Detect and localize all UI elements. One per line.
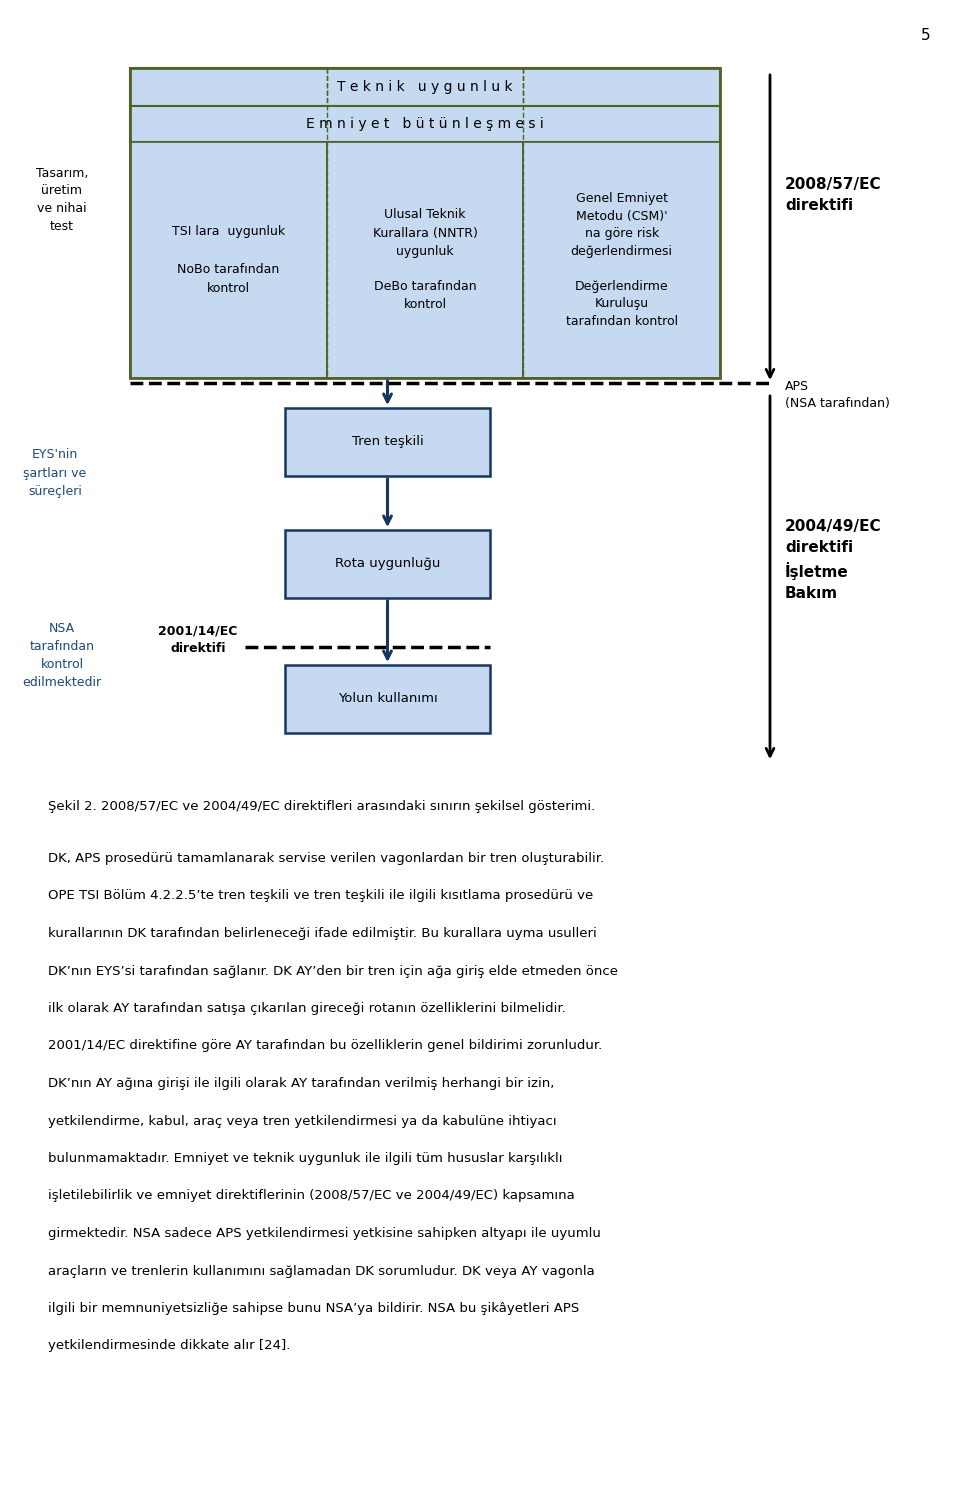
Text: TSI lara  uygunluk

NoBo tarafından
kontrol: TSI lara uygunluk NoBo tarafından kontro…: [172, 225, 285, 295]
Text: işletilebilirlik ve emniyet direktiflerinin (2008/57/EC ve 2004/49/EC) kapsamına: işletilebilirlik ve emniyet direktifleri…: [48, 1190, 575, 1203]
Text: Genel Emniyet
Metodu (CSM)'
na göre risk
değerlendirmesi

Değerlendirme
Kuruluşu: Genel Emniyet Metodu (CSM)' na göre risk…: [565, 192, 678, 328]
Text: 2001/14/EC
direktifi: 2001/14/EC direktifi: [158, 625, 238, 656]
Text: girmektedir. NSA sadece APS yetkilendirmesi yetkisine sahipken altyapı ile uyuml: girmektedir. NSA sadece APS yetkilendirm…: [48, 1227, 601, 1241]
Text: DK’nın AY ağına girişi ile ilgili olarak AY tarafından verilmiş herhangi bir izi: DK’nın AY ağına girişi ile ilgili olarak…: [48, 1077, 554, 1090]
Text: Yolun kullanımı: Yolun kullanımı: [338, 692, 438, 705]
Text: 2001/14/EC direktifine göre AY tarafından bu özelliklerin genel bildirimi zorunl: 2001/14/EC direktifine göre AY tarafında…: [48, 1039, 602, 1053]
Text: DK, APS prosedürü tamamlanarak servise verilen vagonlardan bir tren oluşturabili: DK, APS prosedürü tamamlanarak servise v…: [48, 851, 604, 865]
Text: yetkilendirme, kabul, araç veya tren yetkilendirmesi ya da kabulüne ihtiyacı: yetkilendirme, kabul, araç veya tren yet…: [48, 1114, 557, 1127]
Bar: [130, 69, 720, 379]
Bar: [523, 142, 720, 379]
Text: NSA
tarafından
kontrol
edilmektedir: NSA tarafından kontrol edilmektedir: [22, 622, 102, 689]
Bar: [285, 529, 490, 598]
Text: 2008/57/EC
direktifi: 2008/57/EC direktifi: [785, 177, 881, 213]
Text: E m n i y e t   b ü t ü n l e ş m e s i: E m n i y e t b ü t ü n l e ş m e s i: [306, 116, 544, 131]
Text: Şekil 2. 2008/57/EC ve 2004/49/EC direktifleri arasındaki sınırın şekilsel göste: Şekil 2. 2008/57/EC ve 2004/49/EC direkt…: [48, 801, 595, 813]
Text: yetkilendirmesinde dikkate alır [24].: yetkilendirmesinde dikkate alır [24].: [48, 1339, 290, 1352]
Text: Tren teşkili: Tren teşkili: [351, 435, 423, 449]
Bar: [130, 106, 720, 142]
Text: bulunmamaktadır. Emniyet ve teknik uygunluk ile ilgili tüm hususlar karşılıklı: bulunmamaktadır. Emniyet ve teknik uygun…: [48, 1153, 563, 1164]
Text: ilk olarak AY tarafından satışa çıkarılan gireceği rotanın özelliklerini bilmeli: ilk olarak AY tarafından satışa çıkarıla…: [48, 1002, 565, 1015]
Text: T e k n i k   u y g u n l u k: T e k n i k u y g u n l u k: [337, 81, 513, 94]
Bar: [326, 142, 523, 379]
Text: 5: 5: [921, 28, 930, 43]
Text: Tasarım,
üretim
ve nihai
test: Tasarım, üretim ve nihai test: [36, 167, 88, 234]
Text: APS
(NSA tarafından): APS (NSA tarafından): [785, 380, 890, 410]
Text: 2004/49/EC
direktifi
İşletme
Bakım: 2004/49/EC direktifi İşletme Bakım: [785, 519, 881, 601]
Text: Rota uygunluğu: Rota uygunluğu: [335, 558, 441, 571]
Text: ilgili bir memnuniyetsizliğe sahipse bunu NSA’ya bildirir. NSA bu şikâyetleri AP: ilgili bir memnuniyetsizliğe sahipse bun…: [48, 1302, 579, 1315]
Bar: [130, 142, 326, 379]
Text: DK’nın EYS’si tarafından sağlanır. DK AY’den bir tren için ağa giriş elde etmede: DK’nın EYS’si tarafından sağlanır. DK AY…: [48, 965, 618, 978]
Text: EYS'nin
şartları ve
süreçleri: EYS'nin şartları ve süreçleri: [23, 449, 86, 498]
Bar: [130, 69, 720, 106]
Text: kurallarının DK tarafından belirleneceği ifade edilmiştir. Bu kurallara uyma usu: kurallarının DK tarafından belirleneceği…: [48, 927, 597, 939]
Bar: [285, 409, 490, 476]
Bar: [285, 665, 490, 734]
Text: OPE TSI Bölüm 4.2.2.5’te tren teşkili ve tren teşkili ile ilgili kısıtlama prose: OPE TSI Bölüm 4.2.2.5’te tren teşkili ve…: [48, 890, 593, 902]
Text: araçların ve trenlerin kullanımını sağlamadan DK sorumludur. DK veya AY vagonla: araçların ve trenlerin kullanımını sağla…: [48, 1264, 595, 1278]
Text: Ulusal Teknik
Kurallara (NNTR)
uygunluk

DeBo tarafından
kontrol: Ulusal Teknik Kurallara (NNTR) uygunluk …: [372, 209, 477, 312]
